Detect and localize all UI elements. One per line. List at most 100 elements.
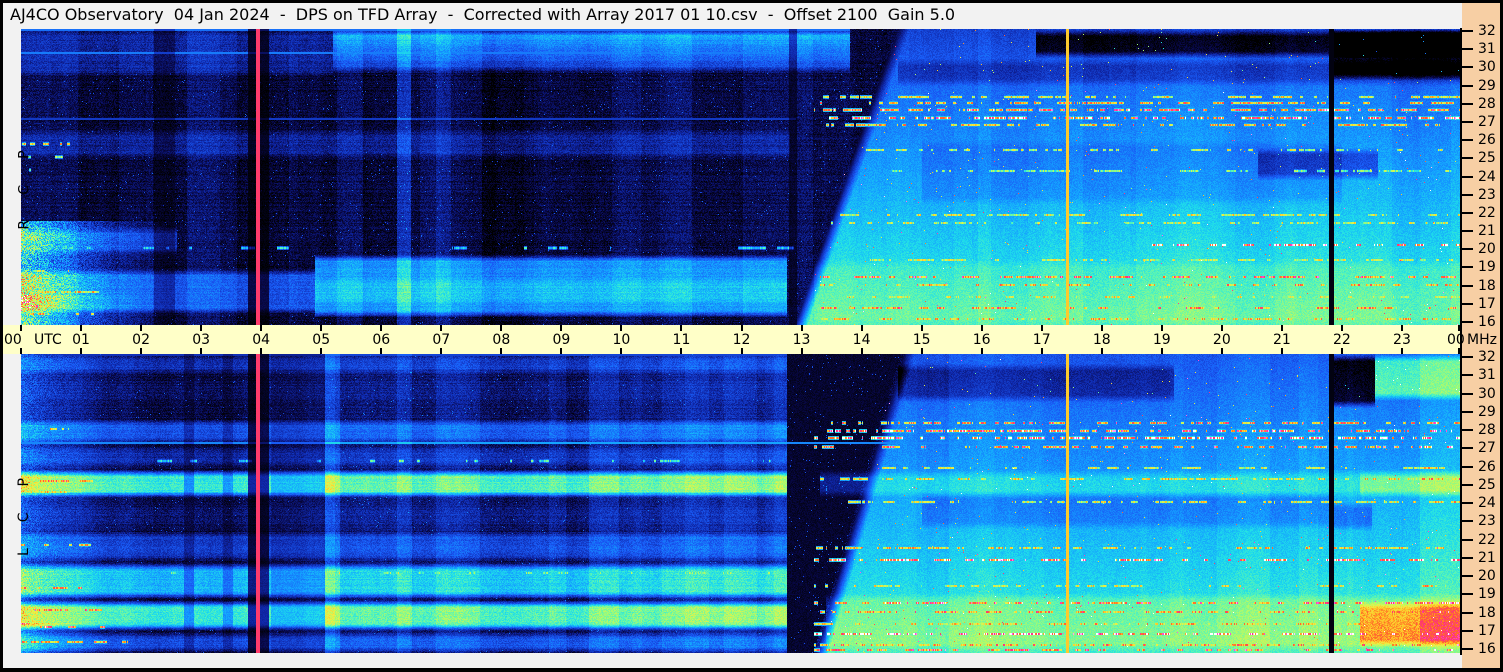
time-tick [80, 348, 83, 354]
freq-tick-label: 30 [1478, 59, 1496, 76]
time-tick [440, 348, 443, 354]
time-tick-label: 13 [792, 332, 811, 348]
time-tick [980, 348, 983, 354]
time-tick-label: 00 [1447, 332, 1465, 348]
freq-tick-label: 27 [1478, 113, 1496, 130]
mhz-unit-label: MHz [1467, 332, 1497, 348]
freq-tick [1462, 629, 1473, 632]
time-tick [800, 348, 803, 354]
time-tick [1220, 348, 1223, 354]
freq-tick [1462, 410, 1473, 413]
time-tick [1340, 325, 1343, 331]
time-tick [140, 348, 143, 354]
freq-tick [1462, 465, 1473, 468]
freq-tick [1462, 48, 1473, 51]
freq-tick-label: 19 [1478, 586, 1496, 603]
freq-tick [1462, 593, 1473, 596]
freq-tick-label: 16 [1478, 314, 1496, 330]
freq-tick [1462, 30, 1473, 32]
panel-right-edge-line [1460, 28, 1462, 655]
frame-border-left [0, 0, 3, 672]
time-tick [1400, 325, 1403, 331]
time-tick [860, 348, 863, 354]
freq-tick-label: 24 [1478, 495, 1496, 511]
freq-tick [1462, 284, 1473, 287]
freq-tick [1462, 356, 1473, 358]
time-tick-label: 02 [132, 332, 150, 348]
time-tick [560, 348, 563, 354]
freq-tick [1462, 157, 1473, 160]
time-tick-label: 03 [192, 332, 211, 348]
time-tick [1040, 325, 1043, 331]
time-tick [500, 325, 503, 331]
freq-tick [1462, 102, 1473, 105]
freq-tick [1462, 175, 1473, 178]
freq-tick [1462, 483, 1473, 486]
time-tick [560, 325, 563, 331]
freq-tick [1462, 66, 1473, 69]
utc-unit-label: UTC [34, 332, 62, 348]
freq-tick [1462, 84, 1473, 87]
freq-tick-label: 25 [1478, 476, 1496, 493]
time-tick [1160, 348, 1163, 354]
time-tick-label: 22 [1332, 332, 1351, 348]
time-tick [500, 348, 503, 354]
freq-tick-label: 29 [1478, 403, 1496, 420]
freq-tick [1462, 374, 1473, 377]
page-title: AJ4CO Observatory 04 Jan 2024 - DPS on T… [10, 5, 956, 24]
time-tick [800, 325, 803, 331]
time-tick [20, 325, 22, 331]
time-tick [1458, 325, 1460, 331]
time-tick-label: 00 [4, 332, 22, 348]
freq-tick [1462, 392, 1473, 395]
freq-tick-label: 32 [1478, 349, 1496, 365]
freq-tick-label: 25 [1478, 150, 1496, 167]
frame-border-top [0, 0, 1503, 3]
freq-tick-label: 18 [1478, 604, 1496, 621]
freq-tick [1462, 447, 1473, 450]
freq-tick-label: 31 [1478, 41, 1496, 58]
freq-tick-label: 21 [1478, 549, 1496, 566]
time-tick [200, 348, 203, 354]
time-tick [1280, 325, 1283, 331]
freq-tick [1462, 321, 1473, 323]
time-tick [380, 348, 383, 354]
time-tick-label: 20 [1212, 332, 1231, 348]
time-tick-label: 16 [972, 332, 991, 348]
time-tick-label: 06 [372, 332, 391, 348]
freq-tick-label: 26 [1478, 458, 1496, 475]
time-tick [920, 325, 923, 331]
spectrogram-rcp [21, 29, 1462, 325]
freq-tick-label: 26 [1478, 132, 1496, 149]
freq-tick-label: 20 [1478, 568, 1496, 584]
time-tick [380, 325, 383, 331]
time-tick [1458, 348, 1460, 354]
time-tick-label: 10 [612, 332, 631, 348]
freq-tick-label: 16 [1478, 641, 1496, 657]
freq-tick-label: 22 [1478, 204, 1496, 221]
time-tick-label: 18 [1092, 332, 1111, 348]
time-tick [620, 325, 623, 331]
freq-tick [1462, 611, 1473, 614]
time-tick-label: 01 [72, 332, 90, 348]
freq-tick-label: 32 [1478, 23, 1496, 39]
freq-tick-label: 19 [1478, 259, 1496, 276]
freq-tick-label: 30 [1478, 385, 1496, 402]
freq-tick [1462, 248, 1473, 251]
freq-tick-label: 20 [1478, 241, 1496, 258]
time-tick [680, 348, 683, 354]
lcp-polarization-label: LCP [16, 451, 33, 556]
time-tick [680, 325, 683, 331]
freq-tick-label: 28 [1478, 422, 1496, 438]
freq-tick [1462, 429, 1473, 431]
time-tick [1040, 348, 1043, 354]
freq-tick [1462, 520, 1473, 523]
time-tick [980, 325, 983, 331]
freq-tick-label: 31 [1478, 367, 1496, 384]
freq-tick-label: 18 [1478, 277, 1496, 294]
time-tick-label: 09 [552, 332, 571, 348]
time-tick-label: 04 [252, 332, 271, 348]
freq-tick-label: 21 [1478, 223, 1496, 240]
time-tick-label: 17 [1032, 332, 1051, 348]
freq-tick-label: 28 [1478, 95, 1496, 112]
